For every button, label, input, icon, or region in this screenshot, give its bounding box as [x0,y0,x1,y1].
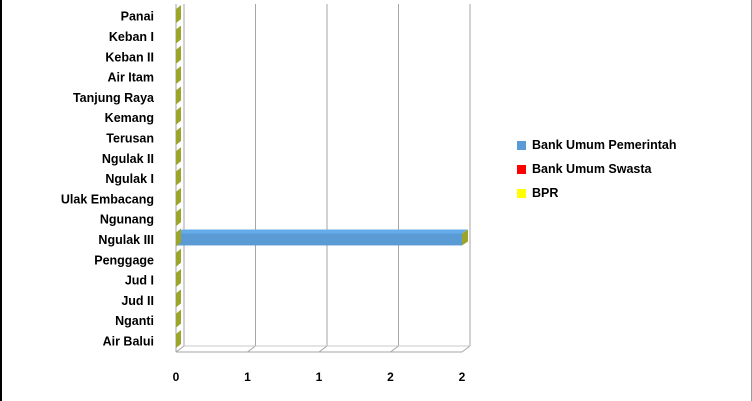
legend-item: Bank Umum Pemerintah [517,133,747,157]
zero-bar-slice [176,126,181,145]
chart-legend: Bank Umum Pemerintah Bank Umum Swasta BPR [517,133,747,205]
zero-bar-slice [176,309,181,328]
zero-bar-slice [176,147,181,166]
category-label: Tanjung Raya [73,91,155,105]
category-label: Keban I [109,30,154,44]
zero-bar-slice [176,25,181,44]
category-label: Ngulak III [98,233,154,247]
legend-label: Bank Umum Pemerintah [532,138,677,152]
bar [176,233,462,246]
x-tick-label: 1 [316,370,323,384]
x-tick-label: 2 [387,370,394,384]
x-tick-label: 0 [173,370,180,384]
category-label: Penggage [94,253,154,267]
gridline-floor [175,345,185,353]
zero-bar-slice [176,248,181,267]
bar-top [176,229,468,234]
category-label: Ngunang [100,213,154,227]
x-tick-label: 1 [244,370,251,384]
legend-label: Bank Umum Swasta [532,162,652,176]
zero-bar-slice [176,329,181,348]
legend-label: BPR [532,186,559,200]
category-label: Nganti [115,314,154,328]
category-label: Air Itam [107,71,154,85]
legend-swatch [517,188,526,198]
zero-bar-slice [176,5,181,24]
zero-bar-slice [176,208,181,227]
gridline-floor [461,345,471,353]
category-label: Ulak Embacang [61,192,154,206]
legend-swatch [517,140,526,150]
category-label: Jud I [125,274,154,288]
zero-bar-slice [176,228,181,247]
zero-bar-slice [176,66,181,85]
zero-bar-slice [176,289,181,308]
bar-end [462,229,468,246]
category-label: Ngulak I [105,172,154,186]
category-label: Ngulak II [102,152,154,166]
category-label: Panai [121,10,154,24]
zero-bar-slice [176,187,181,206]
gridline-floor [247,345,256,353]
gridline-floor [390,345,399,353]
legend-swatch [517,164,526,174]
category-label: Jud II [121,294,154,308]
zero-bar-slice [176,86,181,105]
category-label: Keban II [105,50,154,64]
zero-bar-slice [176,167,181,186]
legend-item: Bank Umum Swasta [517,157,747,181]
category-label: Air Balui [103,334,154,348]
zero-bar-slice [176,45,181,64]
zero-bar-slice [176,106,181,125]
gridline-floor [318,345,328,353]
legend-item: BPR [517,181,747,205]
category-label: Terusan [106,131,154,145]
zero-bar-slice [176,269,181,288]
x-tick-label: 2 [459,370,466,384]
category-label: Kemang [105,111,154,125]
